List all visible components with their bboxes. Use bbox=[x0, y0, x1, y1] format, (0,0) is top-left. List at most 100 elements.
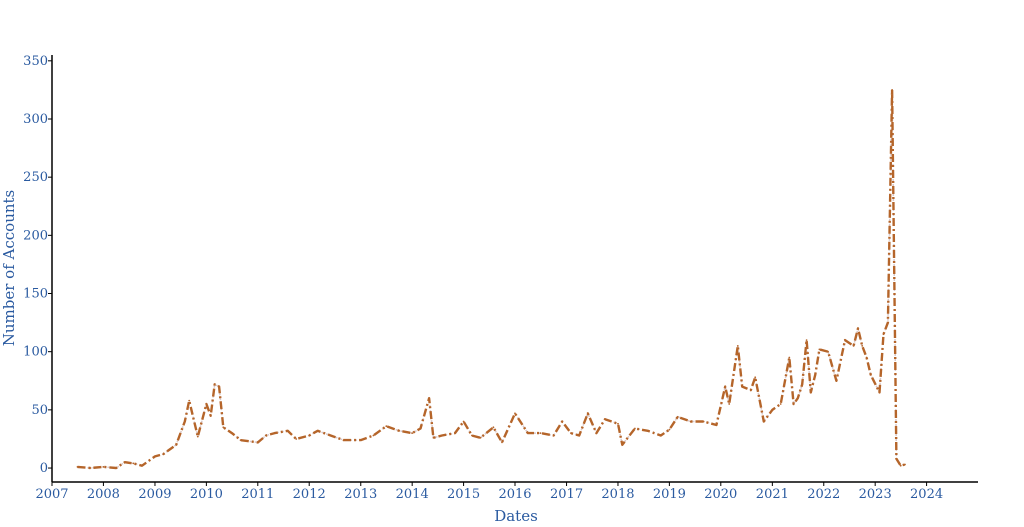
data-point bbox=[213, 383, 216, 386]
y-tick-label: 200 bbox=[23, 228, 48, 243]
data-point bbox=[827, 350, 829, 353]
data-point bbox=[891, 89, 893, 91]
data-point bbox=[676, 415, 679, 418]
data-point bbox=[196, 435, 199, 438]
data-point bbox=[218, 385, 221, 388]
data-point bbox=[779, 403, 782, 405]
data-point bbox=[887, 321, 889, 324]
data-point bbox=[102, 466, 105, 468]
x-ticks: 2007 2008 2009 2010 2011 2012 2013 2014 2015 2016… bbox=[35, 482, 943, 502]
data-point bbox=[689, 420, 692, 423]
data-point bbox=[222, 426, 225, 429]
data-point bbox=[617, 422, 619, 425]
data-point bbox=[265, 434, 267, 437]
data-point bbox=[76, 466, 79, 468]
data-point bbox=[801, 383, 804, 386]
data-point bbox=[308, 434, 311, 437]
x-tick-label: 2015 bbox=[447, 487, 480, 502]
data-point bbox=[539, 432, 542, 434]
x-tick-label: 2016 bbox=[498, 487, 531, 502]
data-point bbox=[852, 345, 855, 347]
series-line bbox=[77, 88, 906, 470]
y-tick-label: 100 bbox=[23, 345, 48, 360]
data-point bbox=[668, 428, 671, 431]
x-tick-label: 2010 bbox=[190, 487, 223, 502]
x-tick-label: 2022 bbox=[807, 487, 840, 502]
data-point bbox=[754, 376, 757, 379]
data-point bbox=[501, 441, 503, 444]
data-point bbox=[552, 434, 555, 437]
data-point bbox=[479, 436, 482, 439]
series-line-shadow bbox=[77, 89, 906, 469]
data-point bbox=[514, 412, 516, 415]
data-point bbox=[162, 453, 165, 455]
data-point bbox=[526, 432, 529, 434]
x-tick-label: 2020 bbox=[704, 487, 737, 502]
data-point bbox=[428, 397, 430, 400]
data-point bbox=[634, 427, 636, 430]
data-point bbox=[736, 345, 739, 347]
data-point bbox=[595, 432, 598, 434]
y-tick-label: 250 bbox=[23, 170, 48, 185]
data-point bbox=[231, 432, 233, 434]
x-tick-label: 2013 bbox=[344, 487, 377, 502]
data-point bbox=[882, 333, 885, 336]
data-point bbox=[749, 389, 752, 391]
x-tick-label: 2008 bbox=[87, 487, 120, 502]
data-point bbox=[899, 464, 902, 467]
data-point bbox=[154, 455, 156, 458]
x-tick-label: 2012 bbox=[293, 487, 326, 502]
data-point bbox=[724, 385, 727, 388]
data-point bbox=[659, 434, 662, 437]
data-point bbox=[741, 385, 744, 388]
data-point bbox=[857, 327, 859, 330]
data-point bbox=[835, 379, 838, 382]
data-point bbox=[372, 434, 375, 437]
data-point bbox=[462, 420, 465, 423]
y-tick-label: 50 bbox=[31, 403, 48, 418]
y-tick-label: 0 bbox=[40, 461, 48, 476]
data-point bbox=[286, 429, 289, 432]
data-point bbox=[869, 374, 872, 376]
data-point bbox=[586, 412, 589, 415]
data-point bbox=[432, 436, 435, 439]
data-point bbox=[895, 457, 898, 460]
data-point bbox=[904, 463, 906, 466]
data-point bbox=[115, 467, 118, 469]
data-point bbox=[205, 403, 208, 405]
x-tick-label: 2011 bbox=[241, 487, 274, 502]
series-layer bbox=[76, 88, 906, 470]
x-tick-label: 2007 bbox=[35, 487, 68, 502]
data-point bbox=[818, 348, 821, 351]
data-point bbox=[861, 345, 864, 347]
data-point bbox=[209, 414, 212, 417]
x-tick-label: 2009 bbox=[138, 487, 171, 502]
data-point bbox=[621, 443, 624, 446]
data-point bbox=[728, 403, 731, 405]
data-point bbox=[878, 391, 881, 394]
data-point bbox=[256, 441, 259, 444]
data-point bbox=[805, 339, 808, 341]
data-point bbox=[89, 467, 92, 469]
data-point bbox=[578, 434, 581, 437]
x-tick-label: 2023 bbox=[859, 487, 892, 502]
data-point bbox=[441, 434, 443, 437]
data-point bbox=[702, 420, 705, 423]
data-point bbox=[132, 462, 135, 465]
data-point bbox=[844, 339, 846, 341]
x-tick-label: 2024 bbox=[910, 487, 943, 502]
x-tick-label: 2019 bbox=[653, 487, 686, 502]
data-point bbox=[814, 374, 817, 376]
axes bbox=[51, 55, 978, 483]
data-point bbox=[273, 432, 276, 434]
data-point bbox=[183, 420, 186, 423]
data-point bbox=[809, 391, 812, 394]
data-point bbox=[771, 409, 774, 411]
data-point bbox=[123, 461, 126, 464]
x-tick-label: 2014 bbox=[396, 487, 429, 502]
data-point bbox=[454, 432, 456, 434]
data-point bbox=[359, 439, 362, 441]
data-point bbox=[342, 439, 345, 441]
